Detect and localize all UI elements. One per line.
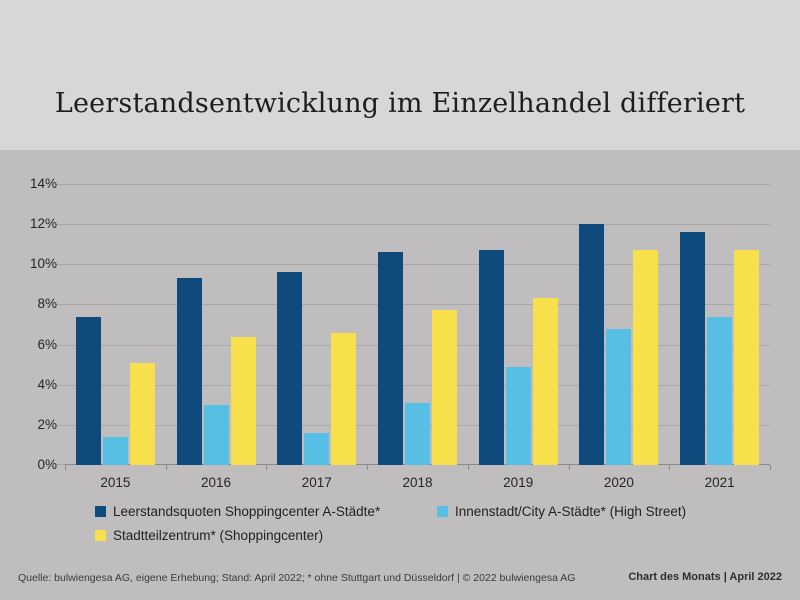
legend-row: Leerstandsquoten Shoppingcenter A-Städte… bbox=[95, 504, 755, 519]
bar bbox=[176, 278, 202, 465]
bar-group-2018 bbox=[378, 252, 457, 465]
y-axis-tick bbox=[57, 464, 65, 465]
legend-row: Stadtteilzentrum* (Shoppingcenter) bbox=[95, 528, 755, 543]
gridline bbox=[65, 344, 770, 346]
x-axis-tick bbox=[569, 465, 570, 470]
bar bbox=[505, 366, 531, 465]
y-axis-label: 8% bbox=[37, 296, 57, 312]
bar bbox=[432, 310, 457, 465]
bar bbox=[129, 362, 155, 465]
gridline bbox=[65, 224, 770, 226]
gridline bbox=[65, 304, 770, 306]
legend-swatch-light-blue bbox=[437, 506, 448, 517]
x-axis-label: 2015 bbox=[100, 475, 131, 490]
legend-label: Leerstandsquoten Shoppingcenter A-Städte… bbox=[113, 504, 381, 519]
bar bbox=[478, 250, 504, 465]
bar bbox=[532, 298, 558, 465]
legend-item-shoppingcenter: Leerstandsquoten Shoppingcenter A-Städte… bbox=[95, 504, 437, 519]
bar bbox=[405, 402, 430, 465]
y-axis-label: 12% bbox=[29, 216, 57, 232]
x-axis-tick bbox=[468, 465, 469, 470]
x-axis-label: 2016 bbox=[201, 475, 232, 490]
header-band: Leerstandsentwicklung im Einzelhandel di… bbox=[0, 0, 800, 150]
bar-chart-plot-area: 0% 2% 4% 6% 8% 10% 12% 14% 2015 2016 2017 2018 2019 2… bbox=[30, 177, 771, 490]
x-axis-tick bbox=[166, 465, 167, 470]
bar-group-2017 bbox=[277, 272, 357, 465]
chart-title: Leerstandsentwicklung im Einzelhandel di… bbox=[54, 88, 746, 119]
y-axis-tick bbox=[57, 224, 65, 226]
y-axis-label: 0% bbox=[37, 457, 57, 472]
y-axis-tick bbox=[57, 384, 65, 386]
bar bbox=[230, 336, 256, 465]
footer-badge: Chart des Monats | April 2022 bbox=[628, 571, 782, 583]
x-axis-label: 2018 bbox=[402, 475, 433, 490]
x-axis-label: 2019 bbox=[503, 475, 534, 490]
x-axis-tick bbox=[770, 465, 771, 470]
bar bbox=[633, 250, 659, 465]
bar bbox=[378, 252, 403, 465]
bar bbox=[680, 232, 706, 465]
x-axis-tick bbox=[266, 465, 267, 470]
bar-group-2021 bbox=[680, 232, 760, 465]
bar bbox=[734, 250, 760, 465]
legend-label: Innenstadt/City A-Städte* (High Street) bbox=[455, 504, 687, 519]
bar bbox=[331, 332, 357, 465]
gridline bbox=[65, 384, 770, 386]
legend-swatch-yellow bbox=[95, 530, 106, 541]
y-axis-label: 10% bbox=[29, 256, 57, 272]
bar bbox=[75, 316, 101, 465]
y-axis-tick bbox=[57, 184, 65, 185]
source-note: Quelle: bulwiengesa AG, eigene Erhebung;… bbox=[18, 572, 576, 584]
y-axis-tick bbox=[57, 424, 65, 426]
y-axis-tick bbox=[57, 344, 65, 346]
y-axis-label: 14% bbox=[29, 176, 57, 191]
x-axis-label: 2021 bbox=[704, 475, 735, 490]
x-axis-label: 2020 bbox=[603, 475, 634, 490]
bar-group-2020 bbox=[579, 224, 659, 465]
y-axis-tick bbox=[57, 264, 65, 266]
x-axis-label: 2017 bbox=[301, 475, 332, 490]
legend-label: Stadtteilzentrum* (Shoppingcenter) bbox=[113, 528, 324, 543]
bar bbox=[277, 272, 303, 465]
legend-item-stadtteilzentrum: Stadtteilzentrum* (Shoppingcenter) bbox=[95, 528, 323, 543]
y-axis-label: 4% bbox=[37, 376, 57, 392]
legend: Leerstandsquoten Shoppingcenter A-Städte… bbox=[95, 504, 755, 552]
bar bbox=[707, 316, 733, 465]
bar bbox=[579, 224, 605, 465]
y-axis-label: 6% bbox=[37, 336, 57, 352]
bar bbox=[203, 404, 229, 465]
bar bbox=[606, 328, 632, 465]
y-axis-tick bbox=[57, 304, 65, 306]
bar-group-2016 bbox=[176, 278, 256, 465]
gridline bbox=[65, 264, 770, 266]
x-axis-tick bbox=[669, 465, 670, 470]
x-axis-tick bbox=[367, 465, 368, 470]
gridline bbox=[65, 184, 770, 185]
bar bbox=[304, 432, 330, 465]
bar-group-2015 bbox=[75, 316, 155, 465]
bar-group-2019 bbox=[478, 250, 558, 465]
x-axis-tick bbox=[65, 465, 66, 470]
legend-swatch-dark-blue bbox=[95, 506, 106, 517]
bar bbox=[102, 436, 128, 465]
y-axis-label: 2% bbox=[37, 416, 57, 432]
legend-item-innenstadt: Innenstadt/City A-Städte* (High Street) bbox=[437, 504, 686, 519]
